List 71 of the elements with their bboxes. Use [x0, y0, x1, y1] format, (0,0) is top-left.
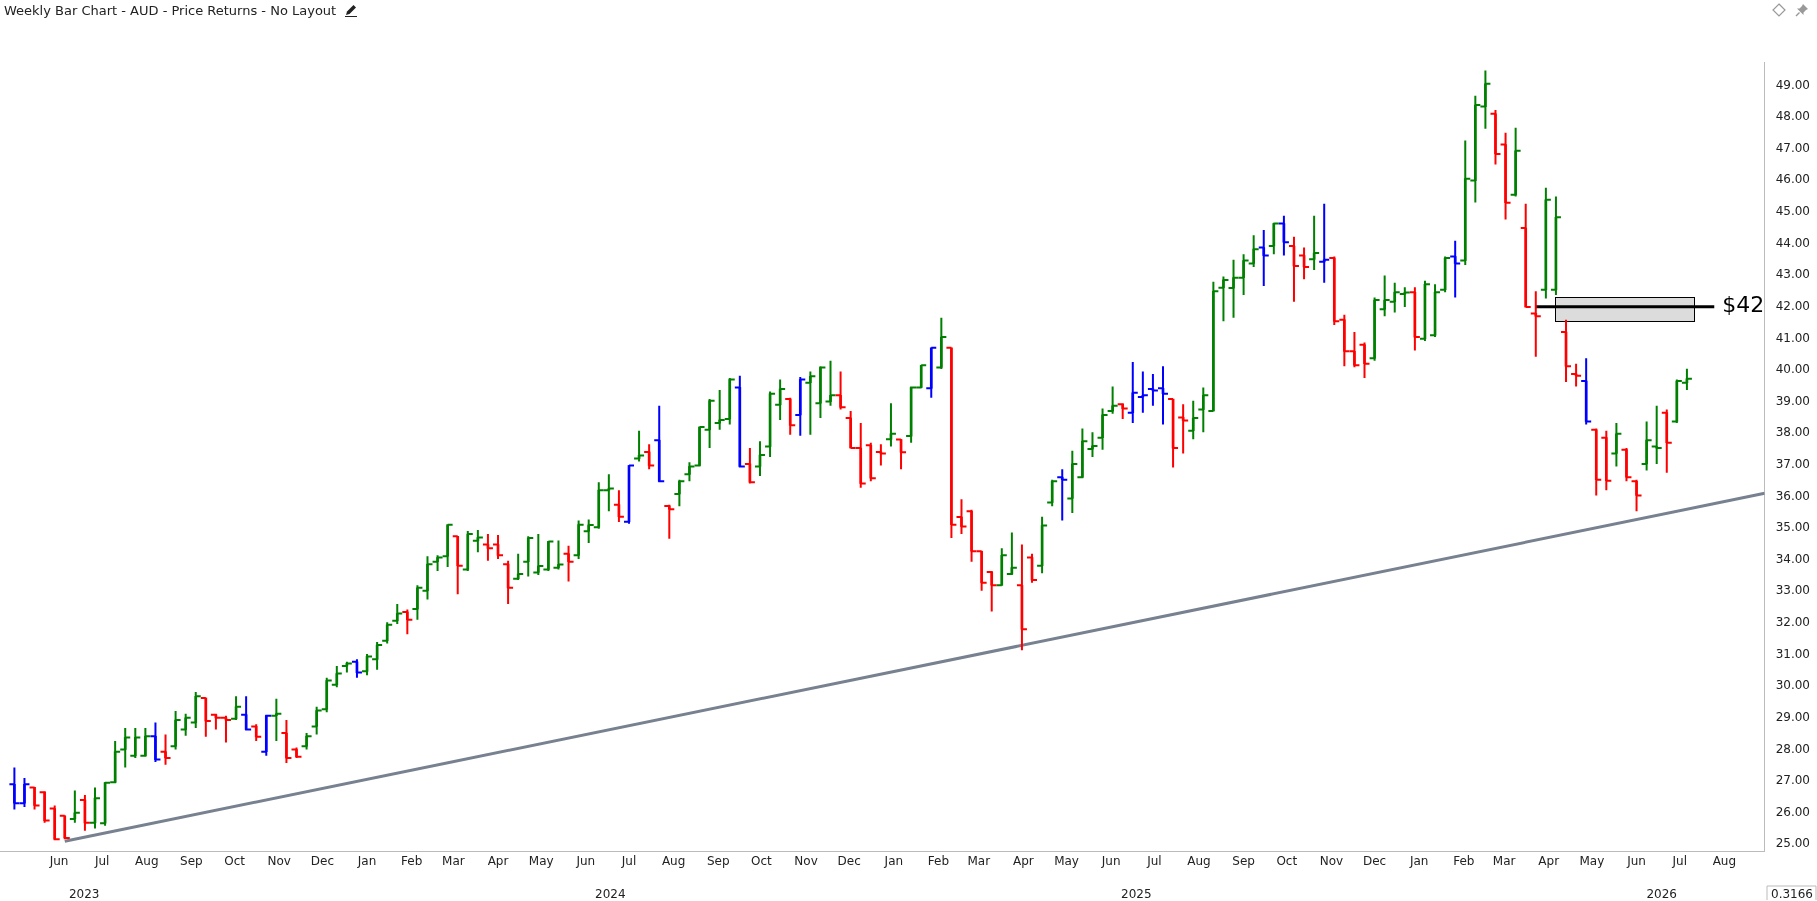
y-tick-label: 28.00: [1775, 741, 1811, 756]
x-tick-label: Jun: [1100, 853, 1121, 868]
x-tick-label: Aug: [1712, 853, 1737, 868]
y-tick-label: 30.00: [1775, 678, 1811, 693]
x-tick-label: Jun: [48, 853, 69, 868]
y-tick-label: 48.00: [1775, 109, 1811, 124]
y-tick-label: 27.00: [1775, 773, 1811, 788]
x-tick-label: May: [528, 853, 554, 868]
y-tick-label: 45.00: [1775, 204, 1811, 219]
x-tick-label: Jan: [356, 853, 377, 868]
x-tick-label: Jun: [1626, 853, 1646, 868]
x-tick-label: Dec: [1362, 853, 1387, 868]
y-tick-label: 43.00: [1775, 267, 1811, 282]
y-tick-label: 41.00: [1775, 330, 1811, 345]
text: 2023: [68, 887, 100, 901]
annotation: $42: [1722, 292, 1765, 318]
x-tick-label: Dec: [837, 853, 861, 868]
x-tick-label: Oct: [1276, 853, 1298, 868]
x-tick-label: May: [1579, 853, 1605, 868]
x-tick-label: Nov: [1319, 853, 1344, 868]
y-tick-label: 38.00: [1775, 425, 1811, 440]
x-tick-label: Aug: [661, 853, 686, 868]
x-tick-label: Jun: [575, 853, 596, 868]
x-tick-label: Mar: [1492, 853, 1516, 868]
x-tick-label: Aug: [1187, 853, 1211, 868]
y-tick-label: 40.00: [1775, 362, 1811, 377]
y-tick-label: 25.00: [1775, 836, 1811, 851]
y-tick-label: 49.00: [1775, 77, 1811, 92]
x-tick-label: Sep: [1232, 853, 1255, 868]
text: 2024: [595, 887, 626, 901]
x-tick-label: Nov: [794, 853, 818, 868]
x-tick-label: Feb: [1453, 853, 1475, 868]
y-tick-label: 29.00: [1775, 709, 1811, 724]
x-tick-label: Feb: [401, 853, 423, 868]
text: 0.3166: [1771, 887, 1813, 901]
x-tick-label: Oct: [751, 853, 773, 868]
y-tick-label: 34.00: [1775, 551, 1811, 566]
y-tick-label: 35.00: [1775, 520, 1811, 535]
y-tick-label: 42.00: [1775, 298, 1811, 313]
y-tick-label: 46.00: [1775, 172, 1811, 187]
chart-title: Weekly Bar Chart - AUD - Price Returns - No Layout: [4, 2, 337, 18]
x-tick-label: Jul: [1671, 853, 1687, 868]
x-tick-label: Jan: [883, 853, 904, 868]
text: 2026: [1646, 887, 1678, 901]
x-tick-label: Jul: [1146, 853, 1162, 868]
x-tick-label: Mar: [967, 853, 991, 868]
x-tick-label: Jul: [620, 853, 637, 868]
x-tick-label: Dec: [310, 853, 335, 868]
x-tick-label: Oct: [224, 853, 246, 868]
x-tick-label: Mar: [442, 853, 465, 868]
x-tick-label: Feb: [927, 853, 950, 868]
x-tick-label: May: [1054, 853, 1079, 868]
x-tick-label: Apr: [1538, 853, 1560, 868]
x-tick-label: Nov: [267, 853, 291, 868]
y-tick-label: 33.00: [1775, 583, 1811, 598]
y-tick-label: 26.00: [1775, 804, 1811, 819]
y-tick-label: 36.00: [1775, 488, 1811, 503]
y-tick-label: 44.00: [1775, 235, 1811, 250]
x-tick-label: Jan: [1408, 853, 1429, 868]
x-tick-label: Apr: [487, 853, 509, 868]
y-tick-label: 39.00: [1775, 393, 1811, 408]
x-tick-label: Aug: [135, 853, 159, 868]
x-tick-label: Sep: [706, 853, 730, 868]
x-tick-label: Sep: [180, 853, 203, 868]
y-tick-label: 32.00: [1775, 615, 1811, 630]
x-tick-label: Jul: [93, 853, 110, 868]
y-tick-label: 31.00: [1775, 646, 1811, 661]
text: 2025: [1121, 887, 1152, 901]
x-tick-label: Apr: [1013, 853, 1034, 868]
y-tick-label: 37.00: [1775, 456, 1811, 471]
y-tick-label: 47.00: [1775, 140, 1811, 155]
